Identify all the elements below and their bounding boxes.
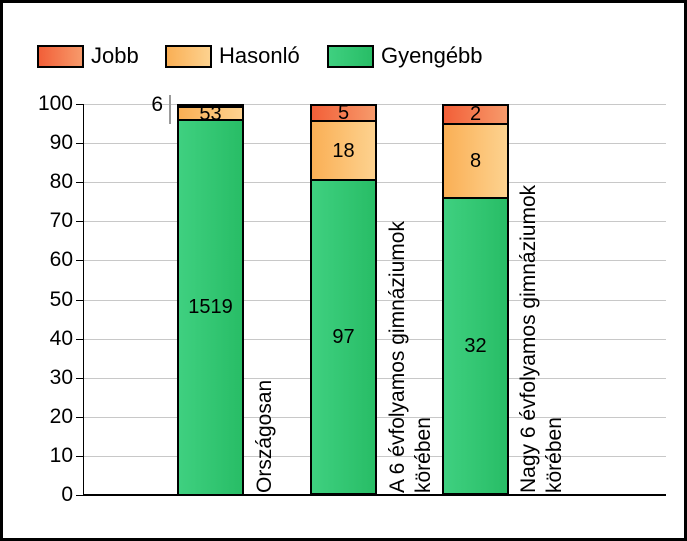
y-tick-label-40: 40 (49, 326, 73, 350)
y-tick-label-60: 60 (49, 248, 73, 272)
bar-segment-hasonlo: 18 (310, 120, 377, 179)
category-label-2: A 6 évfolyamos gimnáziumok körében (386, 221, 435, 493)
legend-label-jobb: Jobb (91, 43, 139, 68)
legend-item-jobb: Jobb (37, 43, 139, 69)
y-tick-100 (76, 104, 83, 105)
y-tick-label-100: 100 (37, 92, 73, 115)
plot-area: 0 10 20 30 40 50 60 70 80 90 100 53 1519 Országosan 5 1… (38, 92, 666, 506)
segment-value-label: 18 (332, 139, 355, 162)
bar-segment-gyengebb: 1519 (177, 119, 244, 496)
segment-value-label: 5 (337, 102, 350, 125)
bar-segment-gyengebb: 32 (442, 197, 509, 495)
y-tick-label-80: 80 (49, 170, 73, 194)
bar-1: 53 1519 (177, 104, 244, 496)
legend-item-hasonlo: Hasonló (165, 43, 300, 69)
y-tick-label-30: 30 (49, 365, 73, 389)
y-tick-label-90: 90 (49, 131, 73, 155)
legend-label-hasonlo: Hasonló (219, 43, 300, 68)
legend-item-gyengebb: Gyengébb (327, 43, 483, 69)
y-tick-70 (76, 221, 83, 223)
annotation-value-label: 6 (151, 93, 163, 116)
segment-value-label: 8 (469, 149, 482, 172)
y-tick-0 (76, 495, 83, 496)
y-tick-label-50: 50 (49, 287, 73, 311)
x-axis-line (83, 494, 666, 496)
bar-segment-jobb (177, 104, 244, 106)
y-tick-label-0: 0 (61, 483, 73, 506)
segment-value-label: 97 (332, 325, 355, 348)
legend-label-gyengebb: Gyengébb (381, 43, 483, 68)
y-tick-label-20: 20 (49, 404, 73, 428)
y-tick-40 (76, 338, 83, 340)
bar-3: 2 8 32 (442, 104, 509, 495)
y-axis-line (83, 104, 84, 495)
bar-segment-hasonlo: 53 (177, 104, 244, 124)
y-tick-20 (76, 416, 83, 418)
bar-segment-jobb: 5 (310, 102, 377, 125)
legend-swatch-gyengebb (327, 44, 374, 68)
y-tick-10 (76, 455, 83, 457)
y-tick-50 (76, 299, 83, 301)
y-tick-90 (76, 143, 83, 145)
legend-swatch-jobb (37, 44, 84, 68)
y-tick-60 (76, 260, 83, 262)
legend-swatch-hasonlo (165, 44, 212, 68)
annotation-leader-line (169, 95, 171, 124)
segment-value-label: 1519 (188, 296, 233, 319)
bar-segment-jobb: 2 (442, 103, 509, 126)
y-tick-label-10: 10 (49, 443, 73, 467)
segment-value-label: 2 (469, 103, 482, 126)
y-tick-30 (76, 377, 83, 379)
segment-value-label: 53 (199, 102, 222, 125)
category-label-3: Nagy 6 évfolyamos gimnáziumok körében (517, 184, 566, 493)
category-label-1: Országosan (253, 379, 276, 493)
bar-2: 5 18 97 (310, 102, 377, 495)
bar-segment-hasonlo: 8 (442, 122, 509, 198)
bar-segment-gyengebb: 97 (310, 178, 377, 495)
y-tick-label-70: 70 (49, 209, 73, 233)
segment-value-label: 32 (464, 335, 487, 358)
y-tick-80 (76, 182, 83, 184)
